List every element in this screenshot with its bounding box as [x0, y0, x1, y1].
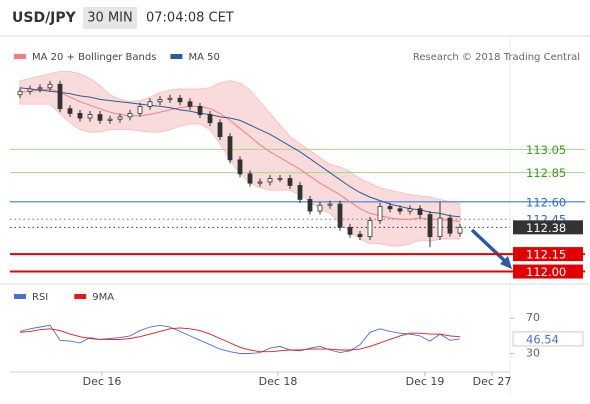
indicator-line [19, 327, 461, 353]
forecast-arrowhead [500, 256, 512, 269]
level-box [513, 247, 583, 262]
candle-body [197, 105, 203, 115]
candle-body [347, 226, 353, 235]
forecast-arrow [470, 228, 508, 264]
last-value-label: 46.54 [526, 332, 559, 346]
candle-body [87, 114, 93, 119]
timeframe-box [83, 7, 137, 29]
indicator-line [19, 324, 461, 354]
ma-line [19, 88, 461, 222]
candle-body [137, 105, 143, 114]
level-label: 112.60 [526, 195, 566, 209]
candle-body [397, 208, 403, 212]
candle-body [287, 178, 293, 186]
level-label: 112.38 [526, 221, 566, 235]
candle-body [207, 114, 213, 124]
candle-body [237, 159, 243, 175]
x-tick-label: Dec 18 [259, 375, 298, 388]
candle-body [47, 83, 53, 89]
candle-body [247, 173, 253, 184]
legend-swatch [14, 54, 26, 59]
candle-body [447, 217, 453, 234]
level-label: 112.85 [526, 166, 566, 180]
candle-body [357, 233, 363, 238]
level-label: 113.05 [526, 143, 566, 157]
candle-body [417, 208, 423, 215]
candle-body [97, 114, 103, 121]
x-tick-label: Dec 27 [473, 375, 512, 388]
legend-swatch [170, 54, 183, 59]
candle-body [107, 118, 113, 121]
candle-body [407, 208, 413, 212]
x-tick-label: Dec 19 [406, 375, 445, 388]
candle-body [387, 206, 393, 210]
candle-body [57, 83, 63, 110]
candle-body [317, 204, 323, 212]
legend-label: 9MA [92, 292, 114, 303]
last-value-box [512, 331, 584, 347]
y-tick-label: 70 [526, 311, 540, 324]
candle-body [437, 217, 443, 238]
candle-body [27, 88, 33, 92]
legend-label: MA 20 + Bollinger Bands [32, 52, 156, 63]
candle-body [227, 136, 233, 161]
candle-body [427, 214, 433, 238]
candle-body [127, 112, 133, 118]
legend-label: MA 50 [188, 52, 219, 63]
level-label: 112.15 [526, 248, 566, 262]
candle-body [277, 178, 283, 180]
level-box [513, 264, 583, 279]
candle-body [307, 199, 313, 212]
candle-body [267, 178, 273, 183]
x-tick-label: Dec 16 [83, 375, 122, 388]
legend-swatch [74, 294, 87, 299]
candle-body [337, 203, 343, 228]
time: 07:04:08 CET [146, 11, 234, 26]
candle-body [157, 99, 163, 103]
candle-body [377, 206, 383, 221]
candle-body [217, 122, 223, 138]
candle-body [147, 101, 153, 107]
candle-body [117, 116, 123, 120]
candle-body [167, 97, 173, 100]
candle-body [77, 112, 83, 119]
candle-body [187, 101, 193, 107]
timeframe: 30 MIN [87, 11, 132, 26]
candle-body [37, 87, 43, 90]
candle-body [17, 90, 23, 96]
candle-body [457, 226, 463, 234]
symbol: USD/JPY [12, 10, 77, 26]
candle-body [367, 219, 373, 238]
level-box [513, 220, 583, 235]
y-tick-label: 30 [526, 346, 540, 359]
level-label: 112.00 [526, 265, 566, 279]
candle-body [177, 97, 183, 103]
candle-body [257, 181, 263, 184]
candle-body [327, 203, 333, 206]
candle-body [67, 108, 73, 114]
ma-line [19, 87, 461, 218]
candle-body [297, 185, 303, 200]
source: Research © 2018 Trading Central [413, 52, 580, 63]
legend-label: RSI [32, 292, 48, 303]
legend-swatch [14, 294, 26, 299]
